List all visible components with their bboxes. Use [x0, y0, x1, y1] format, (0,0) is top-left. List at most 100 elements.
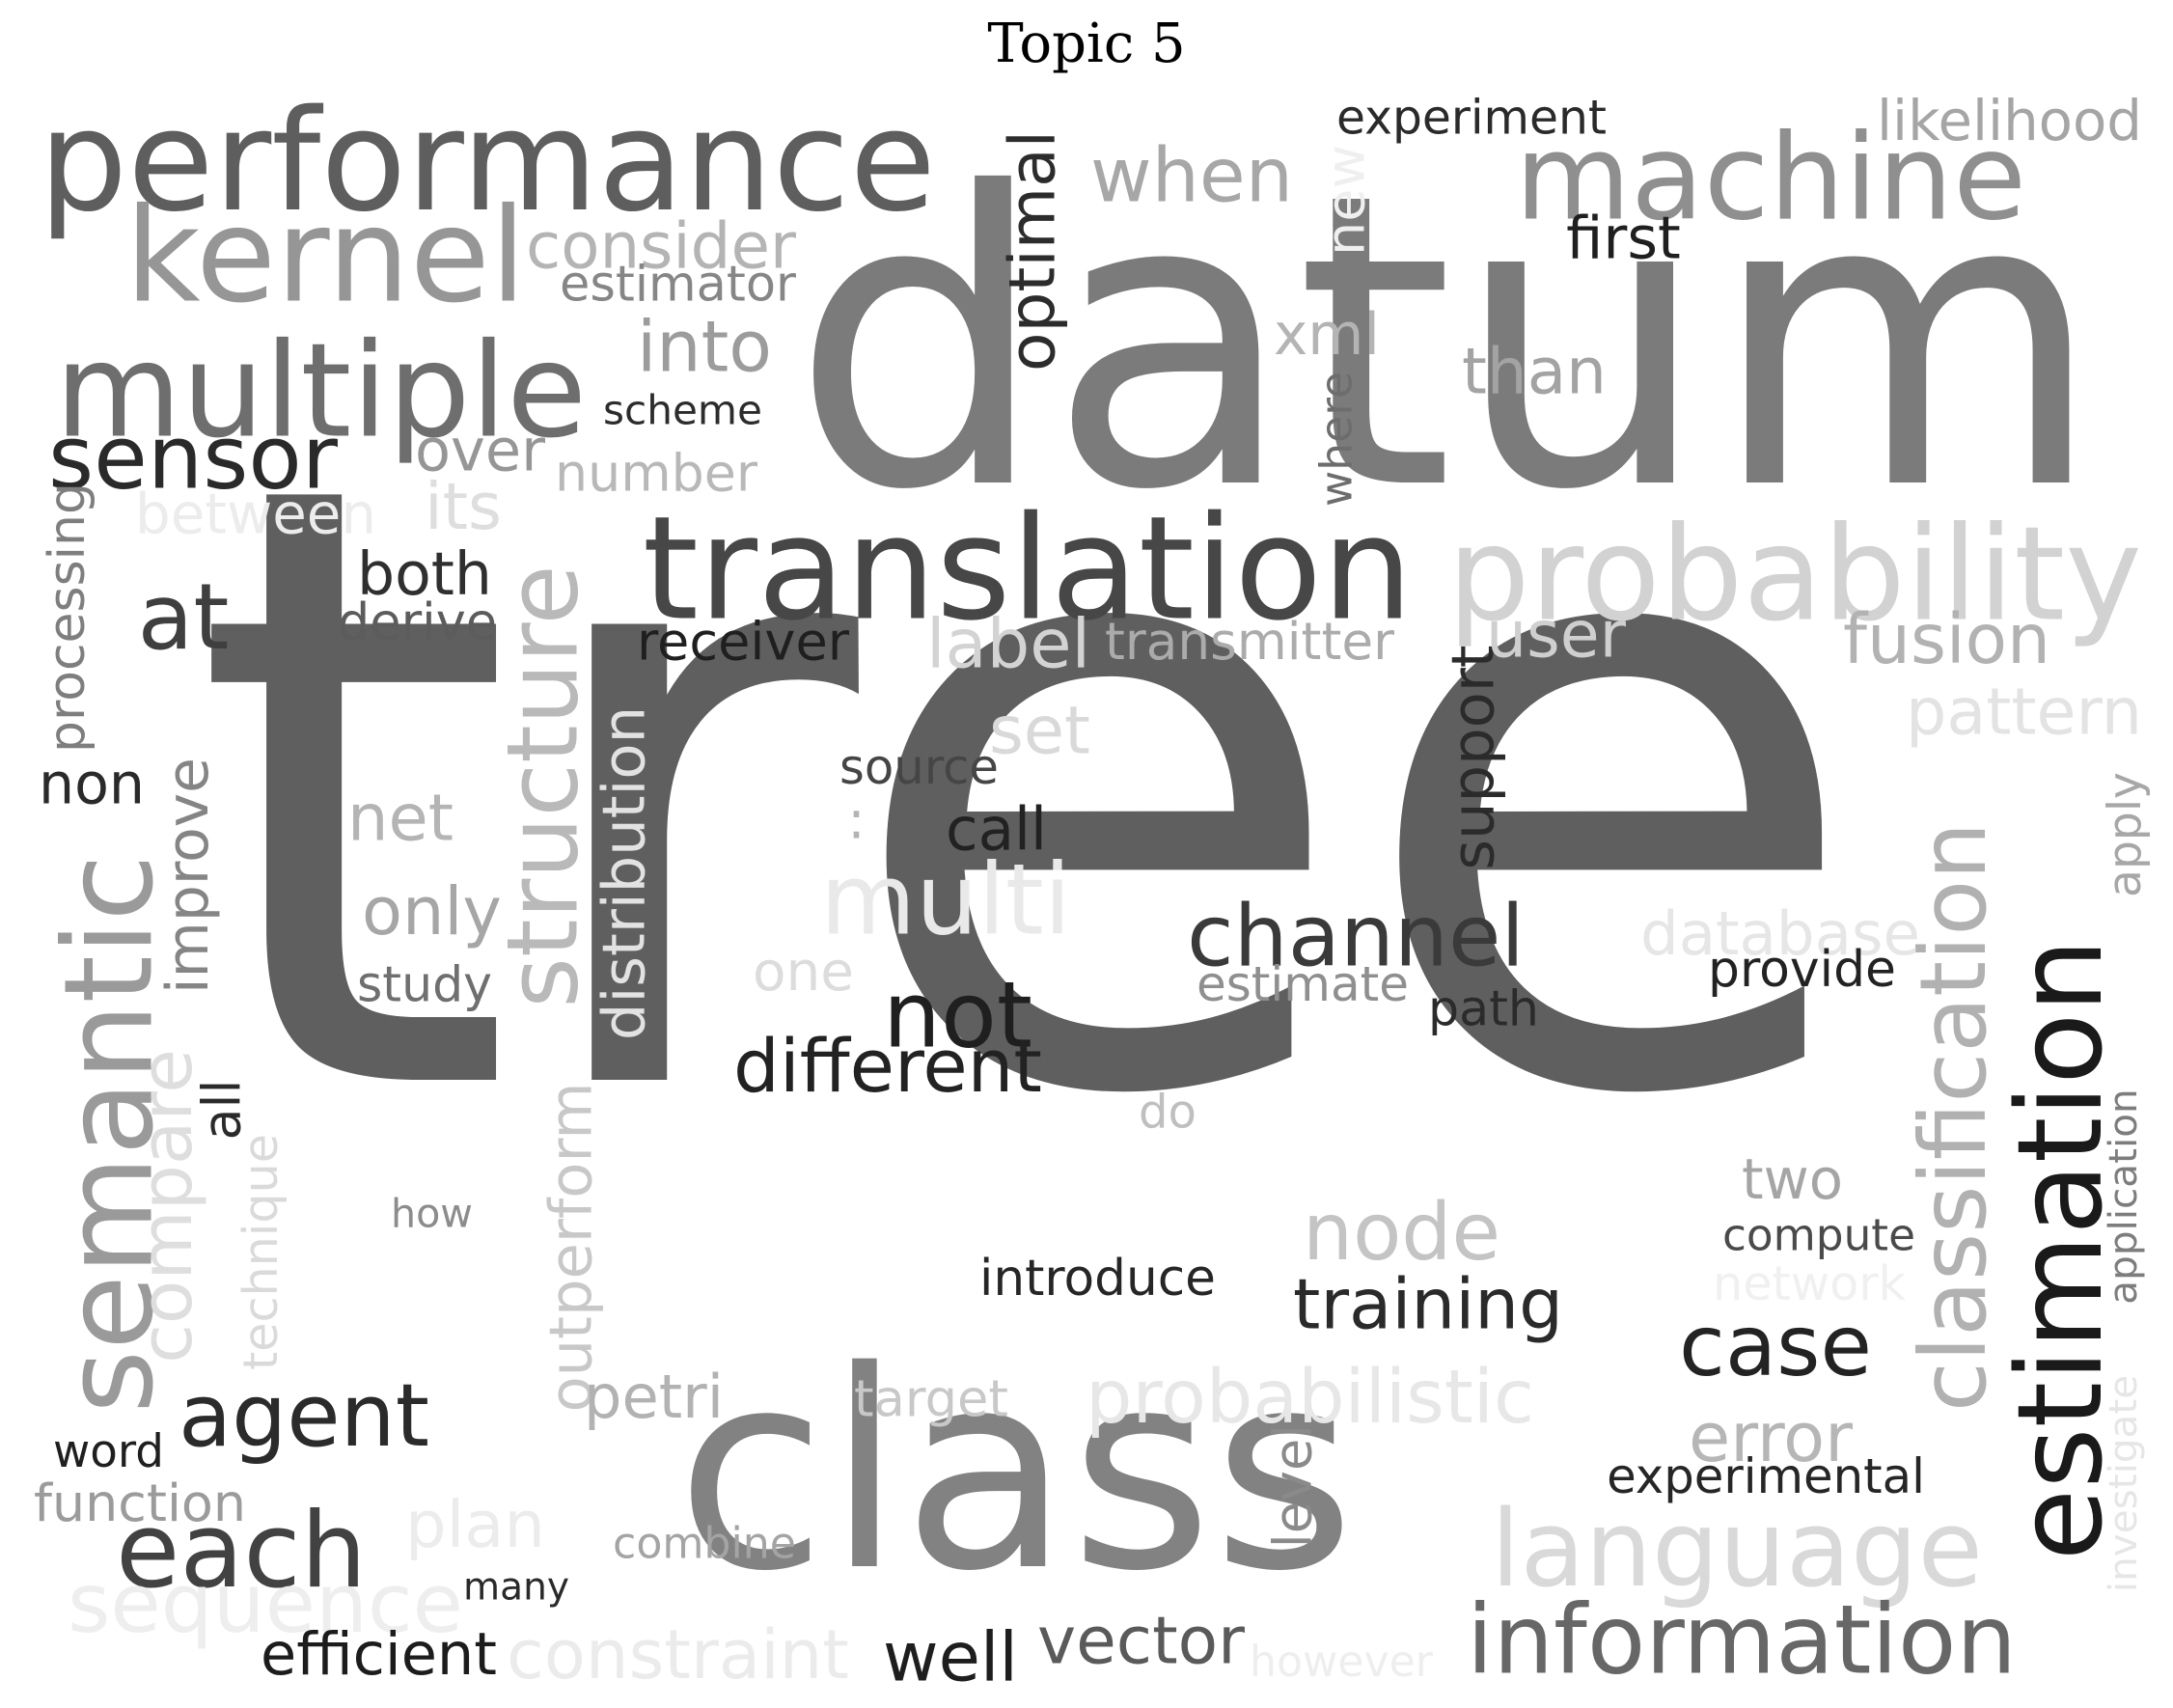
- word-study: study: [357, 956, 492, 1013]
- word-apply: apply: [2099, 772, 2152, 897]
- word-over: over: [415, 418, 545, 485]
- word-probabilistic: probabilistic: [1086, 1354, 1534, 1440]
- word-many: many: [463, 1566, 569, 1610]
- word-two: two: [1742, 1147, 1843, 1212]
- word-level: level: [1263, 1424, 1324, 1548]
- word-machine: machine: [1515, 110, 2026, 248]
- word-multi: multi: [820, 843, 1071, 957]
- word-sequence: sequence: [68, 1556, 463, 1652]
- word-only: only: [362, 873, 502, 950]
- word-one: one: [753, 941, 854, 1004]
- word-first: first: [1566, 206, 1681, 273]
- word-number: number: [555, 443, 758, 504]
- word-optimal: optimal: [996, 130, 1070, 372]
- word-than: than: [1462, 335, 1607, 409]
- word-performance: performance: [39, 80, 936, 243]
- word-agent: agent: [179, 1365, 429, 1467]
- word-target: target: [854, 1370, 1008, 1429]
- word-where: where: [1311, 372, 1362, 507]
- word-estimate: estimate: [1197, 956, 1409, 1012]
- word-into: into: [637, 307, 772, 389]
- word-transmitter: transmitter: [1105, 612, 1394, 672]
- word-likelihood: likelihood: [1877, 88, 2142, 153]
- word-do: do: [1139, 1086, 1197, 1140]
- word-estimation: estimation: [1992, 939, 2129, 1561]
- word-outperform: outperform: [538, 1082, 606, 1412]
- word-estimator: estimator: [560, 257, 796, 314]
- word-experimental: experimental: [1607, 1448, 1925, 1504]
- word-well: well: [883, 1618, 1018, 1697]
- word-distribution: distribution: [591, 706, 659, 1040]
- word-provide: provide: [1708, 941, 1896, 999]
- figure-title: Topic 5: [987, 13, 1186, 75]
- word-application: application: [2100, 1088, 2146, 1304]
- word-channel: channel: [1187, 887, 1525, 986]
- word-kernel: kernel: [125, 180, 527, 332]
- word-improve: improve: [154, 758, 222, 994]
- word-each: each: [116, 1491, 367, 1612]
- word-probability: probability: [1447, 499, 2142, 650]
- word-sensor: sensor: [48, 408, 339, 510]
- word-net: net: [347, 781, 454, 856]
- word-xml: xml: [1274, 302, 1380, 369]
- word-combine: combine: [613, 1520, 796, 1569]
- word-support: support: [1441, 645, 1508, 869]
- word-introduce: introduce: [979, 1250, 1216, 1308]
- word-database: database: [1640, 898, 1920, 969]
- word-classification: classification: [1901, 822, 2007, 1412]
- word-petri: petri: [584, 1362, 724, 1432]
- word-receiver: receiver: [637, 612, 850, 673]
- word-investigate: investigate: [2100, 1375, 2146, 1592]
- word-vector: vector: [1037, 1603, 1245, 1679]
- word-source: source: [839, 739, 999, 795]
- word-multiple: multiple: [55, 316, 587, 467]
- word-information: information: [1467, 1585, 2017, 1696]
- word-between: between: [135, 482, 376, 547]
- word-path: path: [1428, 980, 1539, 1037]
- word-translation: translation: [643, 486, 1413, 653]
- word-all: all: [192, 1079, 253, 1140]
- word-semantic: semantic: [38, 854, 180, 1414]
- word-how: how: [391, 1191, 473, 1237]
- word-technique: technique: [233, 1134, 289, 1370]
- word-language: language: [1491, 1487, 1983, 1611]
- word-error: error: [1689, 1398, 1853, 1477]
- word-training: training: [1293, 1265, 1563, 1346]
- word-label: label: [926, 605, 1090, 684]
- word-set: set: [989, 693, 1090, 770]
- word-class: class: [676, 1312, 1356, 1631]
- word-colon: :: [847, 790, 865, 851]
- word-fusion: fusion: [1843, 599, 2050, 679]
- word-consider: consider: [526, 209, 797, 284]
- word-scheme: scheme: [603, 387, 762, 434]
- word-compute: compute: [1722, 1210, 1915, 1261]
- word-compare: compare: [124, 1049, 208, 1364]
- word-tree: tree: [189, 306, 1866, 1277]
- word-constraint: constraint: [507, 1615, 849, 1694]
- word-network: network: [1713, 1255, 1906, 1311]
- word-both: both: [357, 539, 492, 609]
- word-however: however: [1250, 1638, 1434, 1687]
- word-experiment: experiment: [1336, 92, 1607, 146]
- word-its: its: [425, 469, 502, 544]
- word-call: call: [946, 796, 1047, 865]
- word-non: non: [39, 752, 145, 817]
- word-pattern: pattern: [1906, 675, 2142, 750]
- word-structure: structure: [486, 565, 600, 1007]
- word-not: not: [883, 963, 1032, 1069]
- word-at: at: [138, 565, 230, 671]
- word-case: case: [1679, 1297, 1872, 1395]
- word-user: user: [1486, 597, 1627, 673]
- word-different: different: [733, 1024, 1042, 1109]
- word-function: function: [34, 1473, 246, 1533]
- word-plan: plan: [405, 1487, 545, 1562]
- word-derive: derive: [338, 593, 497, 652]
- word-word: word: [53, 1426, 164, 1478]
- word-node: node: [1303, 1187, 1500, 1279]
- word-new: new: [1315, 145, 1378, 256]
- word-when: when: [1090, 133, 1293, 220]
- word-datum: datum: [791, 107, 2104, 578]
- word-processing: processing: [39, 482, 96, 753]
